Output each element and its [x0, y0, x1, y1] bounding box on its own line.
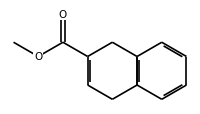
- Text: O: O: [34, 52, 42, 62]
- Text: O: O: [59, 10, 67, 19]
